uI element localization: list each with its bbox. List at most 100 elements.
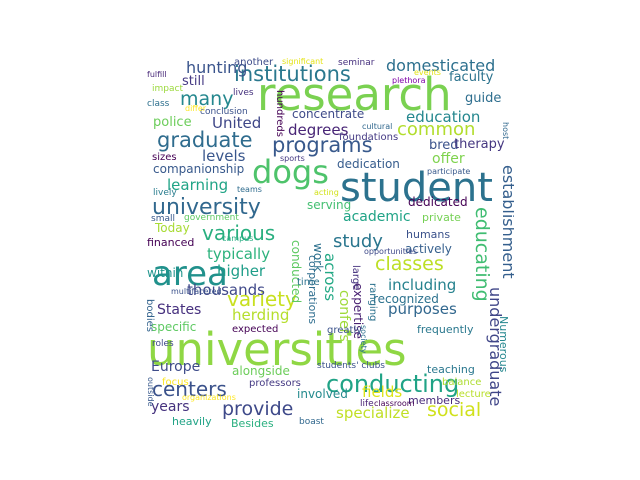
word-various: various: [202, 221, 276, 245]
word-higher: higher: [217, 262, 266, 280]
word-heavily: heavily: [172, 415, 212, 427]
word-social: social: [427, 399, 482, 421]
word-plethora: plethora: [392, 76, 426, 85]
word-area: area: [152, 254, 228, 294]
word-recognized: recognized: [373, 292, 439, 306]
word-academic: academic: [343, 209, 411, 225]
word-serving: serving: [307, 198, 352, 212]
word-campus: campus: [222, 234, 254, 243]
word-within: within: [147, 266, 184, 280]
word-besides: Besides: [231, 417, 274, 427]
word-faculty: faculty: [449, 70, 494, 85]
word-united: United: [212, 114, 262, 132]
word-fulfill: fulfill: [147, 70, 167, 79]
word-common: common: [397, 119, 476, 140]
word-teams: teams: [237, 185, 262, 194]
word-student: student: [340, 165, 493, 211]
word-financed: financed: [147, 236, 195, 249]
word-seminar: seminar: [338, 58, 375, 68]
word-centers: centers: [152, 377, 227, 401]
word-numerous: Numerous: [497, 316, 510, 373]
word-actively: actively: [405, 242, 452, 256]
word-lives: lives: [233, 88, 254, 98]
word-government: government: [184, 213, 239, 223]
word-including: including: [388, 276, 457, 294]
word-degrees: degrees: [288, 121, 349, 139]
word-provide: provide: [222, 398, 294, 420]
word-significant: significant: [282, 57, 324, 66]
word-sports: sports: [280, 154, 305, 163]
word-variety: variety: [227, 287, 297, 311]
word-thousands: thousands: [187, 281, 265, 299]
word-specialize: specialize: [336, 404, 410, 422]
word-balance: balance: [442, 377, 482, 388]
word-typically: typically: [207, 245, 271, 263]
word-classroom: classroom: [374, 399, 415, 408]
word-involved: involved: [297, 387, 348, 401]
word-purposes: purposes: [388, 300, 457, 318]
word-fields: fields: [362, 383, 403, 401]
word-teaching: teaching: [427, 363, 475, 376]
word-dogs: dogs: [252, 153, 329, 191]
word-police: police: [153, 115, 192, 130]
word-cultural: cultural: [362, 122, 393, 131]
word-establishment: establishment: [499, 165, 514, 279]
word-focus: focus: [162, 377, 189, 388]
word-dedication: dedication: [337, 157, 400, 171]
word-small: small: [151, 214, 175, 224]
word-sizes: sizes: [152, 152, 177, 163]
word-many: many: [180, 88, 234, 110]
word-multifaceted: multifaceted: [171, 287, 222, 296]
word-university: university: [152, 195, 261, 220]
word-cloud: universities research student dogs area …: [142, 50, 514, 427]
word-offer: offer: [432, 151, 465, 167]
word-herding: herding: [232, 306, 290, 324]
word-levels: levels: [202, 147, 246, 165]
word-bodies: bodies: [144, 299, 155, 332]
word-lively: lively: [153, 188, 177, 198]
word-therapy: therapy: [454, 137, 505, 152]
word-education: education: [406, 108, 481, 126]
word-today: Today: [155, 221, 190, 235]
word-time: time: [297, 277, 320, 288]
word-organizations: organizations: [182, 393, 236, 402]
word-class: class: [147, 99, 170, 109]
word-large: large: [350, 265, 361, 291]
word-years: years: [151, 399, 190, 415]
word-humans: humans: [406, 228, 451, 241]
word-institutions: institutions: [234, 62, 351, 86]
word-events: events: [414, 68, 441, 77]
word-outside: outside: [146, 377, 155, 407]
word-learning: learning: [167, 176, 229, 194]
word-private: private: [422, 211, 461, 224]
word-hunting: hunting: [186, 58, 248, 77]
word-concentrate: concentrate: [292, 107, 365, 121]
word-europe: Europe: [151, 359, 201, 375]
word-specific: specific: [151, 320, 197, 334]
word-foundations: foundations: [339, 132, 399, 143]
word-roles: roles: [152, 339, 174, 349]
word-research: research: [257, 68, 452, 121]
word-professors: professors: [249, 378, 301, 389]
word-alongside: alongside: [232, 364, 290, 378]
word-universities: universities: [147, 323, 407, 376]
word-graduate: graduate: [157, 128, 253, 152]
word-another: another: [234, 57, 274, 68]
word-participate: participate: [427, 167, 471, 176]
word-members: members: [408, 394, 461, 407]
word-study: study: [333, 231, 383, 252]
word-companionship: companionship: [153, 162, 245, 176]
word-boast: boast: [299, 417, 324, 427]
word-differ: differ: [185, 104, 207, 113]
word-frequently: frequently: [417, 323, 474, 336]
word-ranging: ranging: [367, 283, 378, 322]
word-impact: impact: [152, 84, 183, 94]
word-conclusion: conclusion: [200, 107, 248, 117]
word-dedicated: dedicated: [408, 195, 468, 209]
word-conducting: conducting: [326, 370, 460, 398]
word-greatly: greatly: [327, 325, 363, 336]
word-programs: programs: [272, 133, 373, 157]
word-life: life: [360, 399, 374, 409]
word-society: society: [359, 325, 368, 354]
word-guide: guide: [465, 91, 502, 106]
